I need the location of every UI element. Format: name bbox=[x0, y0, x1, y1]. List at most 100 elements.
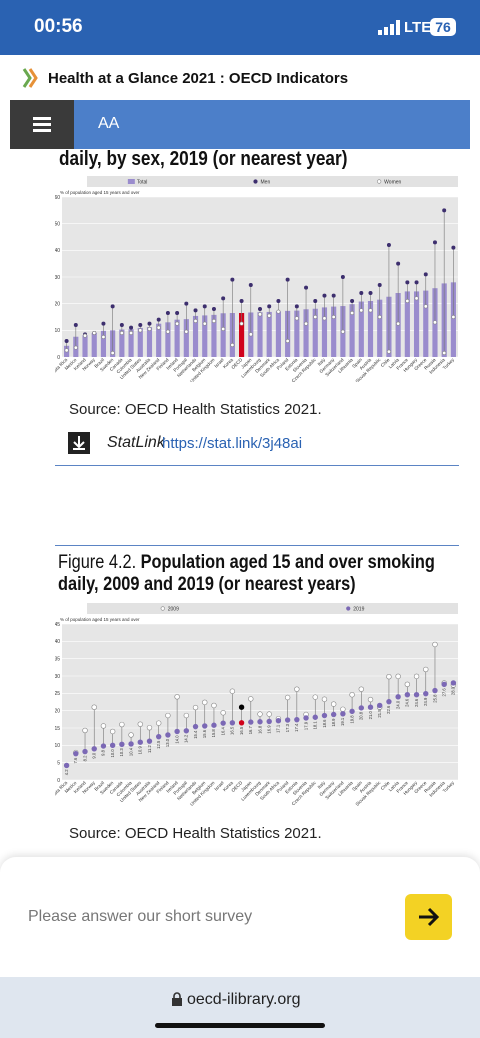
dot bbox=[211, 307, 216, 312]
dot bbox=[350, 311, 355, 316]
y-tick-label: 15 bbox=[55, 726, 60, 732]
dot bbox=[238, 720, 245, 726]
dot bbox=[165, 329, 170, 334]
status-bar: 00:56 LTE 76 bbox=[0, 0, 480, 55]
value-label: 24.0 bbox=[395, 700, 400, 709]
legend-label: 2019 bbox=[353, 606, 364, 612]
dot bbox=[165, 732, 171, 738]
value-label: 24.6 bbox=[405, 698, 410, 707]
value-label: 19.8 bbox=[349, 715, 354, 724]
bar bbox=[367, 301, 374, 357]
dot bbox=[377, 702, 383, 709]
url[interactable]: oecd-ilibrary.org bbox=[187, 991, 301, 1008]
dot bbox=[331, 315, 336, 320]
dot bbox=[147, 327, 152, 332]
value-label: 18.6 bbox=[322, 719, 327, 728]
value-label: 27.6 bbox=[441, 688, 446, 697]
dot bbox=[276, 299, 281, 304]
dot bbox=[368, 291, 373, 296]
dot bbox=[192, 704, 199, 711]
menu-button[interactable] bbox=[10, 100, 74, 149]
figure-title: Population aged 15 and over smoking dail… bbox=[58, 552, 435, 595]
download-icon[interactable] bbox=[68, 432, 90, 454]
bar bbox=[275, 311, 281, 357]
y-tick-label: 0 bbox=[57, 355, 60, 361]
network: LTE bbox=[404, 19, 432, 36]
dot bbox=[284, 694, 291, 701]
dot bbox=[312, 694, 318, 700]
dot bbox=[91, 746, 97, 752]
dot bbox=[322, 316, 327, 321]
dot bbox=[211, 702, 217, 709]
legend-label: Men bbox=[261, 179, 271, 185]
dot bbox=[211, 319, 216, 324]
bar bbox=[211, 314, 217, 357]
value-label: 14.2 bbox=[184, 734, 189, 743]
bar bbox=[202, 315, 208, 357]
dot bbox=[230, 343, 235, 348]
dot bbox=[413, 692, 420, 698]
value-label: 10.3 bbox=[119, 748, 124, 757]
dot bbox=[202, 304, 207, 309]
dot bbox=[368, 308, 373, 313]
dot bbox=[83, 333, 88, 338]
y-axis-label: % of population aged 15 years and over bbox=[60, 617, 140, 622]
font-size-button[interactable]: AA bbox=[98, 115, 120, 132]
dot bbox=[377, 283, 382, 288]
value-label: 16.4 bbox=[220, 726, 225, 735]
dot bbox=[175, 311, 180, 316]
value-label: 22.6 bbox=[386, 705, 391, 714]
dot bbox=[303, 715, 309, 721]
bar bbox=[100, 330, 107, 357]
site-header: Health at a Glance 2021 : OECD Indicator… bbox=[0, 55, 480, 100]
value-label: 15.6 bbox=[202, 729, 207, 738]
dot bbox=[129, 325, 134, 330]
legend-label: Total bbox=[137, 179, 148, 185]
dot bbox=[304, 285, 309, 290]
source-2: Source: OECD Health Statistics 2021. bbox=[69, 825, 322, 842]
bar bbox=[450, 282, 456, 357]
divider bbox=[55, 465, 459, 466]
dot bbox=[313, 315, 318, 320]
dot bbox=[294, 316, 299, 321]
dot bbox=[248, 696, 254, 702]
dot bbox=[147, 321, 152, 326]
legend-swatch bbox=[127, 179, 135, 184]
dot bbox=[395, 694, 401, 700]
dot bbox=[442, 351, 447, 356]
x-tick-label: Chile bbox=[380, 780, 391, 791]
bar bbox=[146, 327, 153, 357]
dot bbox=[266, 711, 272, 717]
value-label: 24.9 bbox=[423, 697, 428, 706]
bar bbox=[165, 322, 171, 357]
survey-button[interactable] bbox=[405, 894, 452, 940]
dot bbox=[119, 741, 125, 747]
bar bbox=[220, 313, 226, 357]
y-tick-label: 45 bbox=[55, 622, 60, 628]
dot bbox=[340, 706, 346, 712]
dot bbox=[304, 321, 309, 326]
section-heading: daily, by sex, 2019 (or nearest year) bbox=[59, 148, 348, 170]
x-tick-label: Israel bbox=[213, 357, 224, 368]
bar bbox=[239, 313, 245, 357]
dot bbox=[82, 727, 88, 734]
legend-bg bbox=[87, 176, 458, 187]
dot bbox=[92, 331, 97, 336]
dot bbox=[239, 321, 244, 326]
dot bbox=[258, 307, 263, 312]
dot bbox=[202, 723, 208, 729]
dot bbox=[221, 296, 226, 301]
dot bbox=[423, 304, 428, 309]
value-label: 18.1 bbox=[313, 721, 318, 730]
legend-swatch bbox=[160, 606, 165, 611]
statlink-url[interactable]: https://stat.link/3j48ai bbox=[162, 435, 303, 452]
value-label: 12.5 bbox=[156, 740, 161, 749]
dot bbox=[101, 321, 106, 326]
dot bbox=[276, 309, 281, 314]
dot bbox=[155, 720, 162, 726]
dot bbox=[321, 712, 328, 719]
dot bbox=[367, 704, 374, 710]
value-label: 17.9 bbox=[303, 721, 308, 730]
value-label: 10.4 bbox=[128, 747, 133, 756]
